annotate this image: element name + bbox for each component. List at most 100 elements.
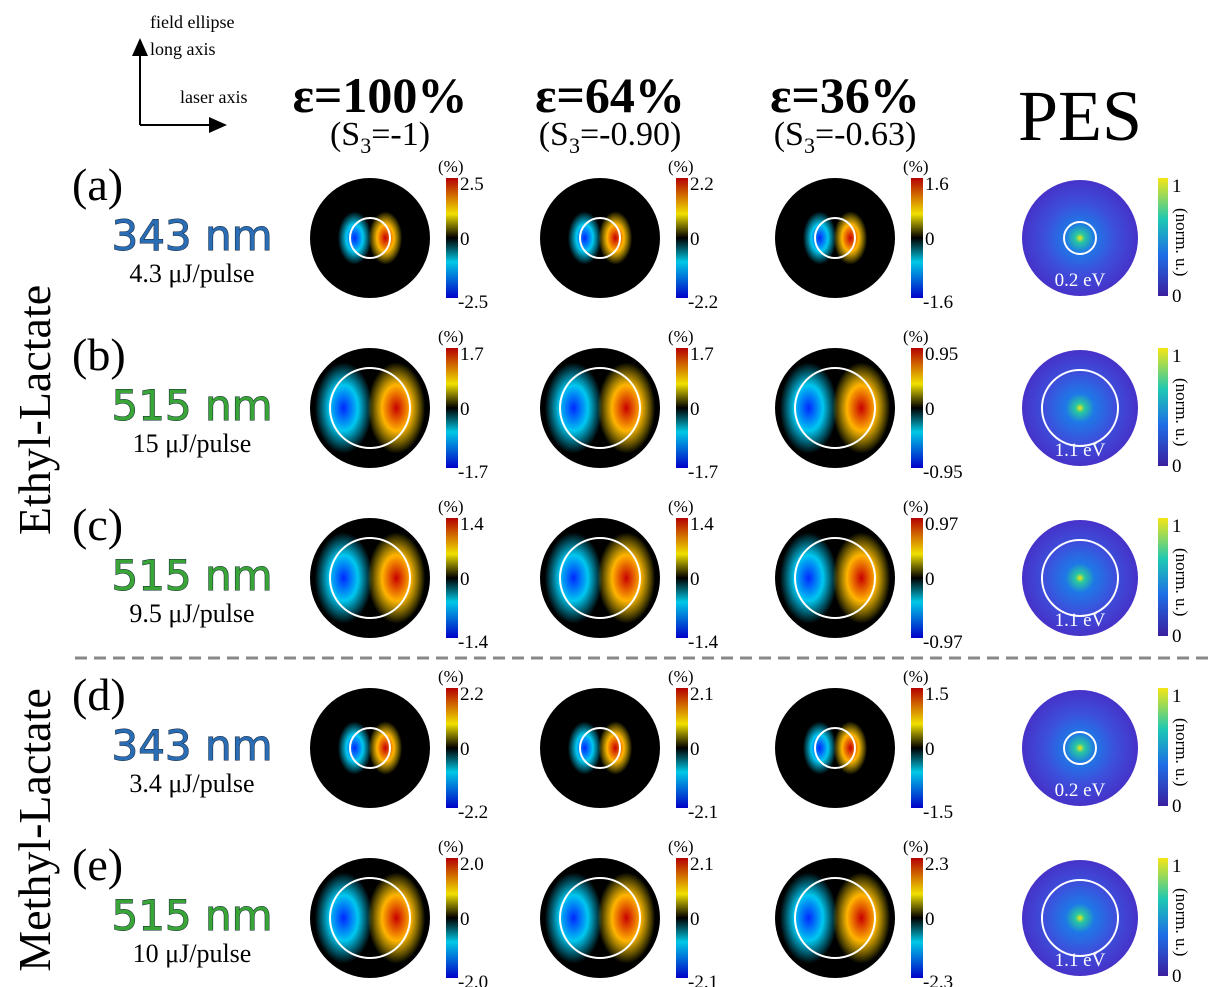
energy-ring: [559, 367, 641, 449]
colorbar-max: 2.0: [460, 854, 484, 875]
colorbar: [446, 688, 458, 808]
pes-colorbar-max: 1: [1172, 856, 1182, 877]
wavelength: 343 nm: [111, 211, 272, 260]
positive-lobe: [367, 532, 426, 624]
energy-ring: [579, 217, 621, 259]
colorbar-max: 0.95: [925, 344, 958, 365]
colorbar: [676, 688, 688, 808]
negative-lobe: [779, 362, 838, 454]
colorbar-unit: (%): [438, 667, 463, 686]
energy-ring: [794, 367, 876, 449]
pes-colorbar-min: 0: [1172, 286, 1182, 307]
pes-colorbar-max: 1: [1172, 686, 1182, 707]
colorbar-unit: (%): [438, 837, 463, 856]
pulse-energy: 15 μJ/pulse: [133, 429, 252, 458]
colorbar-zero: 0: [690, 399, 700, 420]
positive-lobe: [597, 532, 656, 624]
row-label: (e): [72, 839, 123, 890]
positive-lobe: [833, 721, 868, 775]
colorbar-min: -2.1: [688, 972, 718, 987]
energy-ring: [349, 727, 391, 769]
pes-ring-label: 1.1 eV: [1055, 440, 1106, 461]
pes-colorbar-unit: (norm. u.): [1172, 378, 1191, 446]
colorbar-min: -0.97: [923, 632, 963, 653]
negative-lobe: [544, 362, 603, 454]
energy-ring: [559, 537, 641, 619]
colorbar-min: -2.2: [688, 292, 718, 313]
pes-ring: [1063, 731, 1097, 765]
negative-lobe: [779, 872, 838, 964]
positive-lobe: [597, 872, 656, 964]
colorbar: [446, 348, 458, 468]
pes-ring: [1041, 879, 1119, 957]
colorbar-unit: (%): [668, 327, 693, 346]
colorbar-zero: 0: [690, 569, 700, 590]
pes-image: [1022, 690, 1138, 806]
pes-image: [1022, 180, 1138, 296]
s3-label: (S3=-0.90): [539, 116, 682, 158]
colorbar-unit: (%): [903, 157, 928, 176]
pes-colorbar: [1158, 178, 1168, 296]
s3-rest: =-1): [371, 116, 430, 153]
colorbar-max: 2.2: [690, 174, 714, 195]
colorbar-unit: (%): [668, 837, 693, 856]
pes-colorbar: [1158, 348, 1168, 466]
colorbar: [676, 178, 688, 298]
positive-lobe: [368, 211, 403, 265]
column-header: ε=36%: [770, 67, 920, 123]
positive-lobe: [368, 721, 403, 775]
colorbar-unit: (%): [903, 667, 928, 686]
energy-ring: [579, 727, 621, 769]
energy-ring: [814, 217, 856, 259]
positive-lobe: [598, 721, 633, 775]
colorbar-zero: 0: [690, 739, 700, 760]
colorbar-zero: 0: [925, 909, 935, 930]
colorbar: [446, 518, 458, 638]
pes-colorbar: [1158, 518, 1168, 636]
positive-lobe: [367, 362, 426, 454]
pes-colorbar-min: 0: [1172, 796, 1182, 817]
pes-colorbar-unit: (norm. u.): [1172, 718, 1191, 786]
colorbar-max: 1.6: [925, 174, 949, 195]
colorbar-zero: 0: [925, 399, 935, 420]
colorbar: [911, 518, 923, 638]
colorbar-min: -2.3: [923, 972, 953, 987]
pulse-energy: 10 μJ/pulse: [133, 939, 252, 968]
s3-prefix: (S: [774, 116, 804, 153]
row-label: (a): [72, 159, 123, 210]
colorbar-min: -1.6: [923, 292, 953, 313]
negative-lobe: [779, 532, 838, 624]
s3-label: (S3=-1): [330, 116, 430, 158]
pes-header: PES: [1018, 76, 1142, 156]
colorbar-unit: (%): [668, 157, 693, 176]
colorbar-zero: 0: [460, 569, 470, 590]
pulse-energy: 3.4 μJ/pulse: [129, 769, 254, 798]
positive-lobe: [832, 872, 891, 964]
energy-ring: [329, 367, 411, 449]
colorbar-max: 2.1: [690, 854, 714, 875]
row-label: (c): [72, 499, 123, 550]
pes-ring-label: 1.1 eV: [1055, 950, 1106, 971]
colorbar-max: 2.3: [925, 854, 949, 875]
colorbar-max: 2.1: [690, 684, 714, 705]
colorbar-max: 2.5: [460, 174, 484, 195]
pes-ring: [1041, 539, 1119, 617]
axis-label: field ellipse: [150, 12, 234, 32]
s3-sub: 3: [569, 133, 580, 158]
positive-lobe: [833, 211, 868, 265]
colorbar: [676, 348, 688, 468]
negative-lobe: [802, 721, 837, 775]
pes-colorbar-max: 1: [1172, 516, 1182, 537]
colorbar-zero: 0: [690, 909, 700, 930]
column-header: ε=100%: [293, 67, 468, 123]
positive-lobe: [832, 362, 891, 454]
colorbar-max: 1.4: [690, 514, 714, 535]
negative-lobe: [567, 211, 602, 265]
energy-ring: [814, 727, 856, 769]
pes-image: [1022, 860, 1138, 976]
colorbar: [676, 518, 688, 638]
colorbar-min: -0.95: [923, 462, 963, 483]
colorbar-max: 1.7: [460, 344, 484, 365]
colorbar-max: 1.4: [460, 514, 484, 535]
colorbar: [911, 178, 923, 298]
